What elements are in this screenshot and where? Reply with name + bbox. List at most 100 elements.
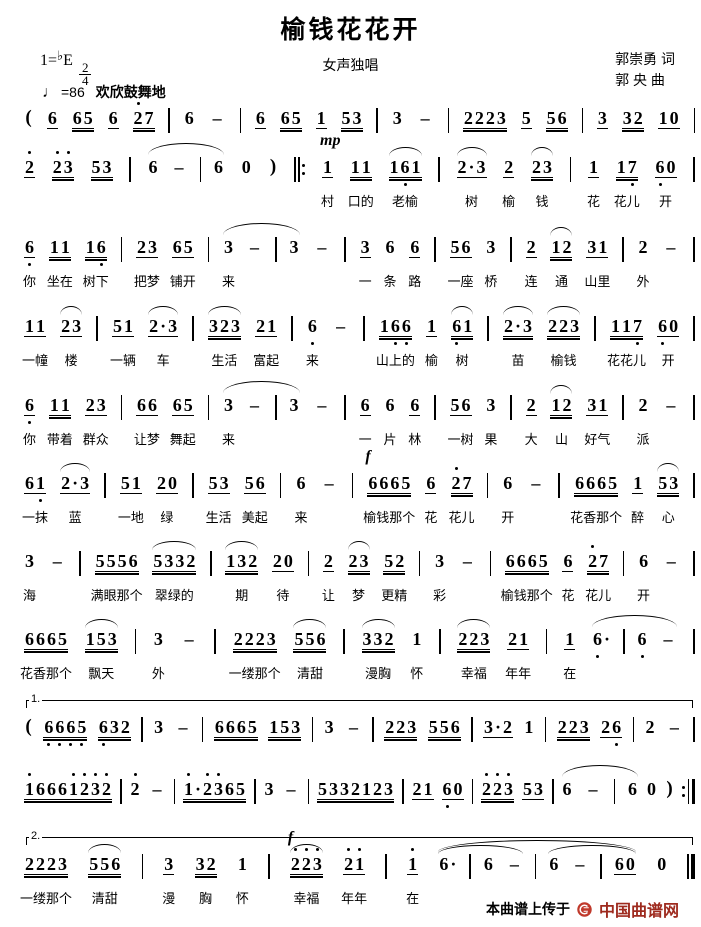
octave-dot-high — [28, 151, 31, 154]
note-digit: 6 — [172, 395, 182, 415]
note-digits: 2 · 3 — [456, 157, 487, 178]
note-token: 3 · 2 — [483, 717, 513, 738]
note-digit: 3 — [25, 551, 34, 571]
note-digit: 1 — [551, 395, 561, 415]
note-digit: 2 — [36, 854, 45, 874]
note-digit: 6 — [316, 629, 326, 649]
lyric-syllable: 漫胸 — [365, 666, 392, 681]
note-digit: 1 — [427, 316, 437, 336]
note-digit: 2 — [559, 316, 569, 336]
barline — [545, 629, 548, 654]
note-digit: 5 — [450, 237, 460, 257]
note-digit: 6 — [136, 395, 146, 415]
note-digit: 2 — [396, 717, 406, 737]
note-digit: 3 — [63, 151, 74, 177]
lyric-syllable: 飘天 — [88, 666, 115, 681]
octave-dot-high — [315, 848, 319, 851]
octave-dot-low — [403, 183, 407, 186]
dash-extension: – — [669, 717, 679, 737]
note-token: 3 — [289, 395, 300, 415]
note-digits: 6 — [107, 108, 119, 129]
lyric-syllable: 胸 — [199, 891, 213, 906]
notes-row: (6 6 6 5 6 3 2 3–6 6 6 5 1 5 3 3–2 2 3 5 5 6 3 · 2 1 2 2 3 2 6 2– — [24, 717, 695, 746]
note-digits: 6 — [638, 551, 649, 571]
note-digits: 3 — [434, 551, 445, 571]
note-token: 3 2 3 生活 — [207, 306, 241, 368]
note-digit: 3 — [224, 395, 234, 415]
note-digit: 2 — [130, 773, 141, 799]
note-token: 6 6 6 5 花香那个 — [570, 473, 622, 525]
lyric-syllable: 花 — [561, 588, 575, 603]
barline — [486, 473, 489, 498]
lyric-syllable: 花 — [586, 194, 601, 209]
lyric-syllable: 一抹 — [21, 510, 49, 525]
note-digit: 3 — [109, 717, 119, 737]
note-token: ) — [269, 157, 278, 177]
note-digit: 2 — [638, 237, 648, 257]
lyric-syllable: 树下 — [82, 274, 109, 289]
note-digit: 6 — [236, 717, 246, 737]
note-digit: 2 — [256, 316, 266, 336]
system-line: (6 6 5 6 2 7 6–6 6 5 1 5 3 3–2 2 2 3 5 5 6 3 3 2 1 0 — [24, 102, 695, 133]
note-digits: 6 — [307, 316, 318, 345]
note-digit: 3 — [392, 108, 402, 128]
note-digit: 5 — [112, 316, 122, 336]
note-digit: 0 — [666, 157, 676, 177]
note-digit: 2 — [233, 629, 243, 649]
note-token: 5 — [520, 108, 532, 129]
note-digit: 2 — [351, 779, 360, 799]
notes-row: (6 6 5 6 2 7 6–6 6 5 1 5 3 3–2 2 2 3 5 5 6 3 3 2 1 0 — [24, 102, 695, 133]
lyric-syllable: 期 — [235, 588, 249, 603]
lyric-syllable: 来 — [305, 353, 319, 368]
system-line: 1 1 一幢 2 3 楼 5 1 一辆 2 · 3 车 3 2 3 生活 2 1 富起 6 来 –1 6 6 山上的 1 榆 6 1 树 2 ·… — [22, 306, 695, 368]
barline — [693, 108, 695, 133]
note-digit: 2 — [290, 848, 301, 874]
note-digit: 3 — [175, 551, 185, 571]
barline — [622, 237, 624, 262]
note-digit: 1 — [269, 717, 279, 737]
note-digit: 2 — [504, 157, 514, 177]
note-digits: ( — [24, 717, 33, 737]
barline — [439, 629, 441, 654]
lyric-syllable: 生活 — [211, 353, 238, 368]
note-digit: 6 — [614, 854, 624, 874]
note-token: 2 2 3 幸福 — [457, 619, 491, 681]
lyric-syllable: 花儿 — [448, 510, 475, 525]
note-token: 2 · 3 蓝 — [60, 463, 91, 525]
note-digit: 3 — [264, 779, 274, 799]
dash-extension: – — [462, 551, 472, 571]
key-note: E — [63, 52, 73, 69]
note-digit: 3 — [597, 108, 607, 128]
note-digit: 2 — [385, 717, 395, 737]
barline — [207, 237, 210, 262]
octave-dot-low — [658, 183, 662, 186]
lyric-syllable: 年年 — [341, 891, 368, 906]
note-digits: 6 · — [438, 854, 457, 874]
note-digit: 3 — [587, 237, 597, 257]
octave-dot-high — [83, 773, 86, 776]
barline — [79, 551, 81, 576]
note-token: 2 1 年年 — [341, 848, 367, 906]
note-token: 1 1 7 花花儿 — [607, 316, 646, 368]
note-digit: 6 — [280, 108, 290, 128]
octave-dot-high — [496, 773, 499, 776]
note-digit: 6 — [47, 629, 56, 649]
note-digit: 0 — [625, 854, 635, 874]
